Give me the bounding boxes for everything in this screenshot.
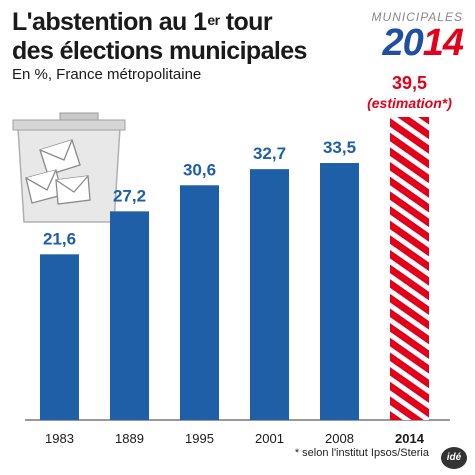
x-tick-1995: 1995 <box>185 431 214 446</box>
bar-1983 <box>40 254 79 420</box>
logo-top-text: MUNICIPALES <box>371 10 463 24</box>
footnote: * selon l'institut Ipsos/Steria <box>294 447 429 459</box>
municipales-logo: MUNICIPALES 2014 <box>353 10 464 64</box>
value-label-1983: 21,6 <box>43 229 76 248</box>
bar-1889 <box>110 211 149 420</box>
agency-logo: idé <box>441 447 467 469</box>
highlight-note: (estimation*) <box>367 95 452 111</box>
value-label-1995: 30,6 <box>183 160 216 179</box>
value-label-2008: 33,5 <box>323 138 356 157</box>
bar-2014 <box>390 117 429 420</box>
x-tick-1983: 1983 <box>45 431 74 446</box>
chart-title: L'abstention au 1er tour des élections mu… <box>12 8 307 65</box>
x-tick-2014: 2014 <box>395 431 425 446</box>
bar-2008 <box>320 163 359 420</box>
chart-subtitle: En %, France métropolitaine <box>12 66 202 83</box>
x-tick-2008: 2008 <box>325 431 354 446</box>
value-label-2001: 32,7 <box>253 144 286 163</box>
ballot-box-illustration <box>12 112 126 223</box>
value-label-2014: 39,5 <box>392 73 427 93</box>
bar-1995 <box>180 185 219 420</box>
value-label-1889: 27,2 <box>113 186 146 205</box>
x-tick-1889: 1889 <box>115 431 144 446</box>
x-tick-2001: 2001 <box>255 431 284 446</box>
bar-2001 <box>250 169 289 420</box>
logo-year: 2014 <box>382 22 464 64</box>
